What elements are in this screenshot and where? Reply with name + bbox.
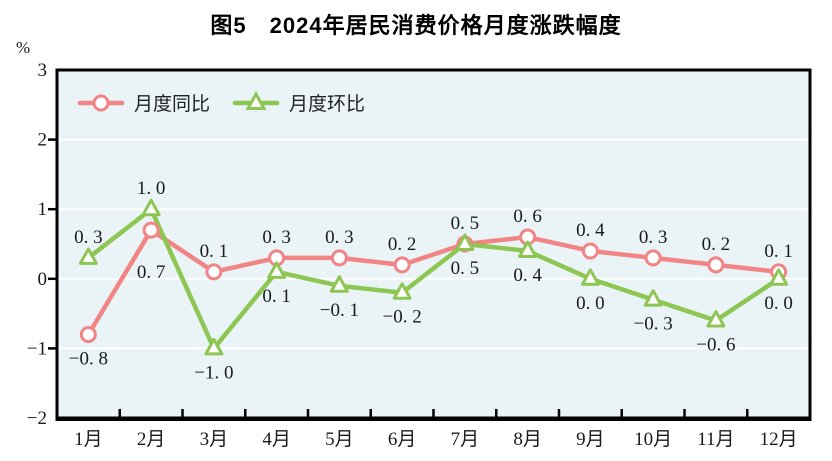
x-axis-category-label: 5月 — [325, 429, 354, 450]
x-axis-category-label: 7月 — [451, 429, 480, 450]
data-label-mom: 0. 5 — [451, 258, 480, 279]
y-axis-tick-label: 0 — [38, 269, 48, 290]
data-point-triangle-mom — [204, 337, 224, 356]
data-label-yoy: 0. 4 — [576, 220, 605, 241]
data-point-circle-yoy — [142, 221, 160, 239]
data-point-triangle-mom — [78, 247, 98, 265]
y-axis-unit-label: % — [16, 38, 31, 57]
data-label-yoy: 0. 3 — [639, 227, 668, 248]
x-axis-category-label: 12月 — [760, 429, 798, 450]
data-point-circle-yoy — [707, 256, 725, 274]
y-axis-tick-label: −2 — [27, 408, 47, 429]
legend-triangle-marker — [245, 90, 267, 110]
y-axis-tick-label: 2 — [38, 130, 48, 151]
data-point-circle-yoy — [581, 242, 599, 260]
x-axis-category-label: 6月 — [388, 429, 417, 450]
data-point-triangle-mom — [518, 240, 538, 258]
data-point-circle-yoy — [205, 263, 223, 281]
legend-label-yoy: 月度同比 — [134, 93, 210, 115]
y-axis-tick-label: 3 — [38, 60, 48, 81]
x-axis-category-label: 1月 — [74, 429, 103, 450]
data-label-yoy: 0. 1 — [764, 241, 793, 262]
data-point-triangle-mom — [392, 282, 412, 300]
chart-title: 图5 2024年居民消费价格月度涨跌幅度 — [210, 13, 622, 38]
data-label-mom: 1. 0 — [137, 178, 166, 199]
legend-label-mom: 月度环比 — [289, 93, 365, 115]
data-label-yoy: 0. 1 — [200, 241, 229, 262]
data-label-yoy: −0. 8 — [69, 348, 108, 369]
data-point-circle-yoy — [393, 256, 411, 274]
series-line-mom — [86, 206, 781, 351]
plot-background — [57, 70, 810, 418]
legend-circle-marker — [92, 94, 110, 112]
data-label-yoy: 0. 2 — [702, 234, 731, 255]
data-label-mom: −0. 6 — [696, 335, 735, 356]
x-axis-category-label: 2月 — [137, 429, 166, 450]
data-point-triangle-mom — [643, 289, 663, 307]
data-label-mom: −0. 1 — [320, 300, 359, 321]
data-point-triangle-mom — [455, 233, 475, 251]
data-label-yoy: 0. 3 — [262, 227, 291, 248]
data-point-triangle-mom — [580, 268, 600, 286]
data-point-triangle-mom — [267, 261, 287, 279]
x-axis-category-label: 8月 — [513, 429, 542, 450]
x-axis-category-label: 4月 — [262, 429, 291, 450]
data-label-yoy: 0. 3 — [325, 227, 354, 248]
data-label-mom: −1. 0 — [194, 362, 233, 383]
data-label-yoy: 0. 5 — [451, 213, 480, 234]
y-axis-tick-label: 1 — [38, 199, 48, 220]
data-label-mom: 0. 0 — [576, 293, 605, 314]
data-label-yoy: 0. 6 — [513, 206, 542, 227]
data-label-mom: −0. 2 — [383, 307, 422, 328]
data-label-mom: 0. 4 — [513, 265, 542, 286]
series-line-yoy — [86, 227, 781, 337]
x-axis-category-label: 11月 — [697, 429, 734, 450]
x-axis-category-label: 9月 — [576, 429, 605, 450]
data-label-mom: 0. 3 — [74, 227, 103, 248]
data-point-triangle-mom — [769, 268, 789, 286]
data-label-yoy: 0. 2 — [388, 234, 417, 255]
legend-item-mom: 月度环比 — [232, 90, 365, 115]
x-axis-category-label: 3月 — [200, 429, 229, 450]
data-point-circle-yoy — [644, 249, 662, 267]
data-label-yoy: 0. 7 — [137, 262, 166, 283]
data-label-mom: 0. 0 — [764, 293, 793, 314]
y-axis-tick-label: −1 — [27, 338, 47, 359]
legend-item-yoy: 月度同比 — [77, 93, 210, 115]
data-point-circle-yoy — [330, 249, 348, 267]
data-point-circle-yoy — [79, 325, 97, 343]
data-point-triangle-mom — [706, 310, 726, 328]
x-axis-category-label: 10月 — [634, 429, 672, 450]
data-point-triangle-mom — [141, 198, 161, 217]
data-label-mom: 0. 1 — [262, 286, 291, 307]
data-label-mom: −0. 3 — [634, 314, 673, 335]
data-point-triangle-mom — [329, 275, 349, 293]
